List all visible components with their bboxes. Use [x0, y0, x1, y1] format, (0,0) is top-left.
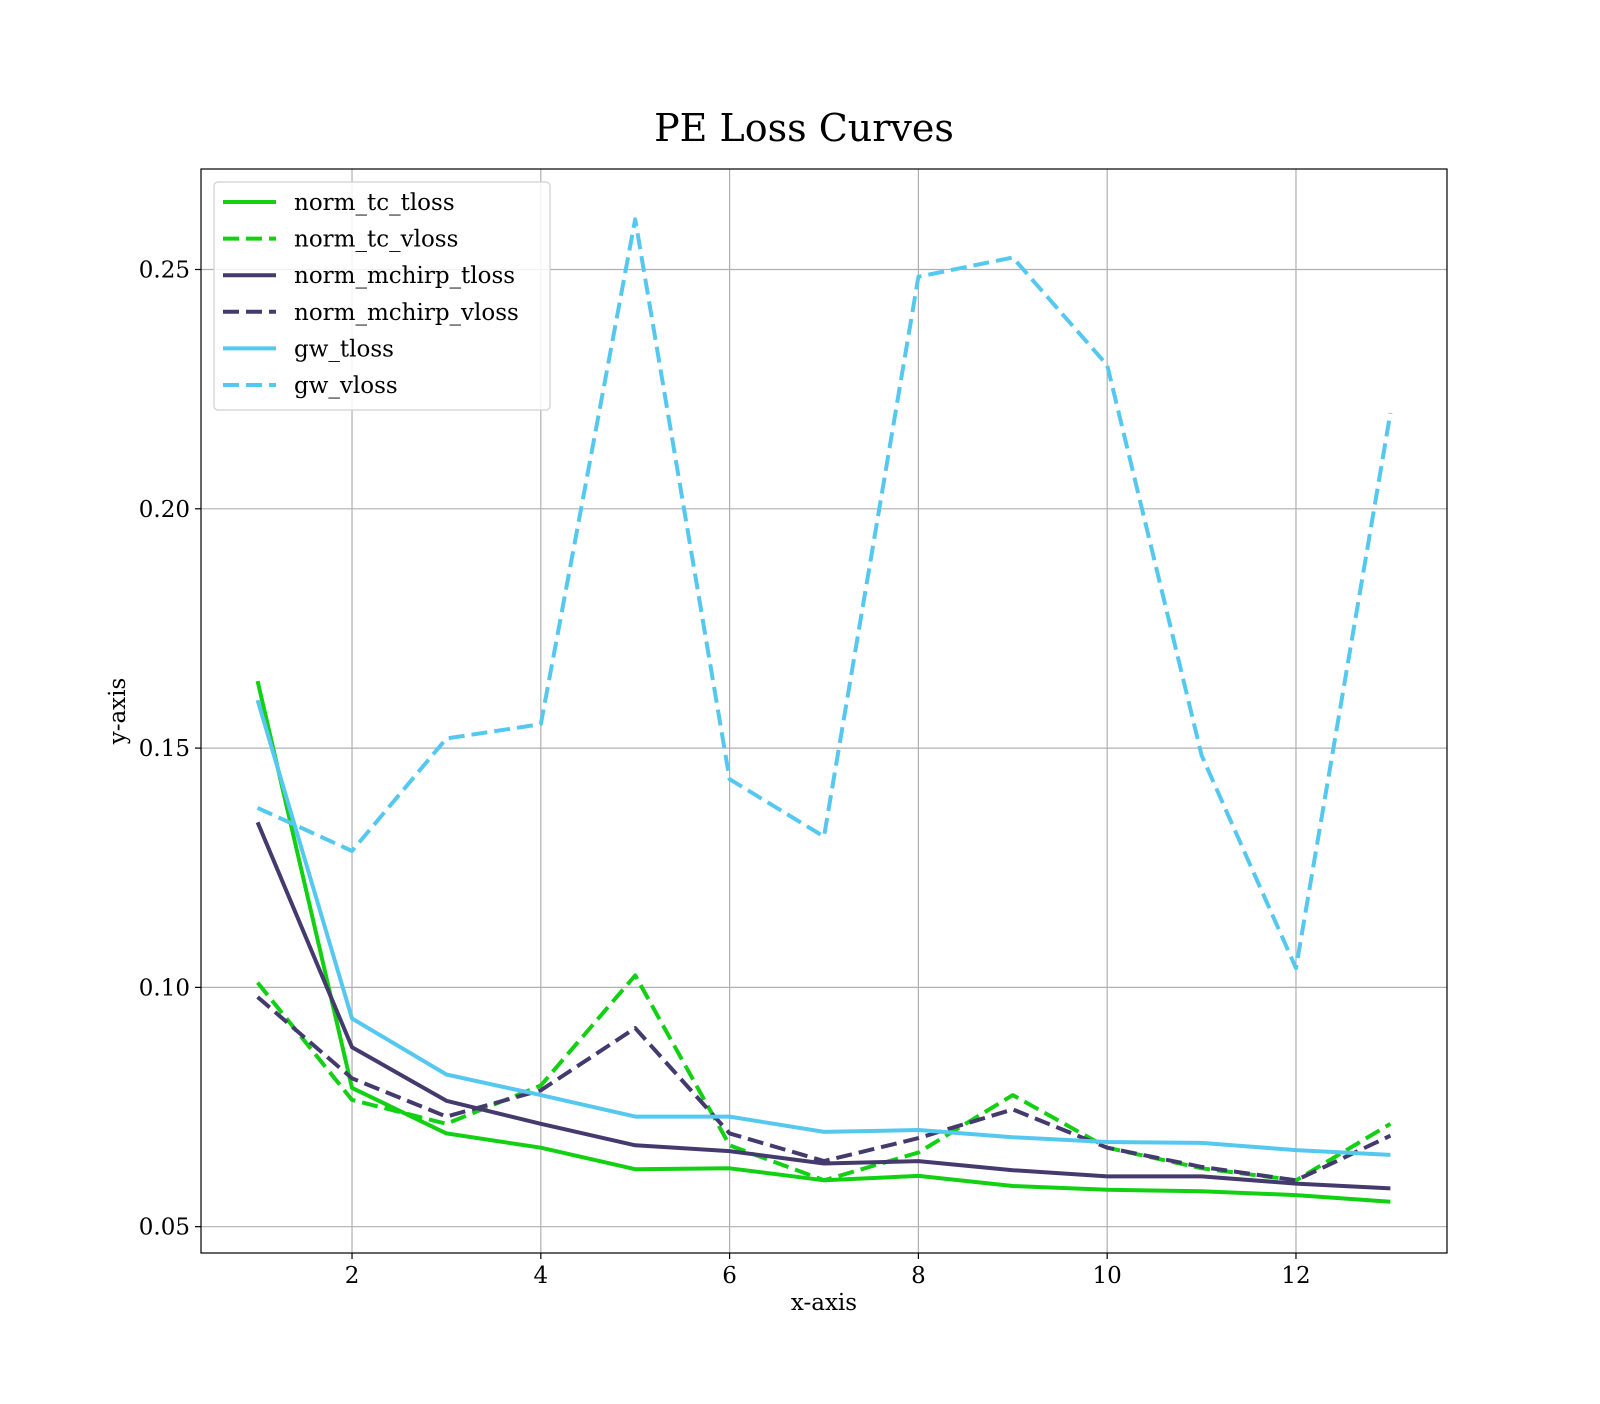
legend-label: gw_vloss [294, 373, 398, 399]
y-tick-label: 0.05 [139, 1215, 190, 1241]
series-line-gw-tloss [255, 699, 1391, 1157]
plot-frame [200, 168, 1448, 1254]
x-tick-label: 10 [1093, 1263, 1122, 1289]
x-axis-label: x-axis [791, 1290, 857, 1316]
series-line-gw-vloss [256, 217, 1393, 971]
legend-label: norm_tc_tloss [294, 190, 455, 216]
legend-label: norm_tc_vloss [294, 227, 458, 253]
x-tick-label: 6 [722, 1263, 737, 1289]
x-tick-label: 12 [1281, 1263, 1310, 1289]
chart-title: PE Loss Curves [654, 106, 954, 150]
y-tick-label: 0.20 [139, 497, 190, 523]
series-lines [255, 217, 1393, 1204]
y-tick-label: 0.15 [139, 736, 190, 762]
series-line-norm-mchirp-vloss [256, 995, 1392, 1183]
legend-label: gw_tloss [294, 336, 394, 362]
x-tick-label: 4 [533, 1263, 548, 1289]
legend-box [213, 181, 551, 411]
y-tick-label: 0.25 [139, 258, 190, 284]
legend-label: norm_mchirp_tloss [294, 263, 515, 289]
series-line-norm-mchirp-tloss [255, 821, 1391, 1191]
legend: norm_tc_tloss norm_tc_vloss norm_mchirp_tl… [213, 181, 551, 411]
y-axis-label: y-axis [105, 678, 131, 746]
y-tick-label: 0.10 [139, 975, 190, 1001]
legend-label: norm_mchirp_vloss [294, 300, 519, 326]
x-axis-ticks: 2 4 6 8 10 12 [345, 1253, 1311, 1289]
x-tick-label: 2 [345, 1263, 360, 1289]
y-axis-ticks: 0.05 0.10 0.15 0.20 0.25 [139, 258, 201, 1241]
x-tick-label: 8 [911, 1263, 926, 1289]
series-line-norm-tc-vloss [256, 973, 1392, 1183]
